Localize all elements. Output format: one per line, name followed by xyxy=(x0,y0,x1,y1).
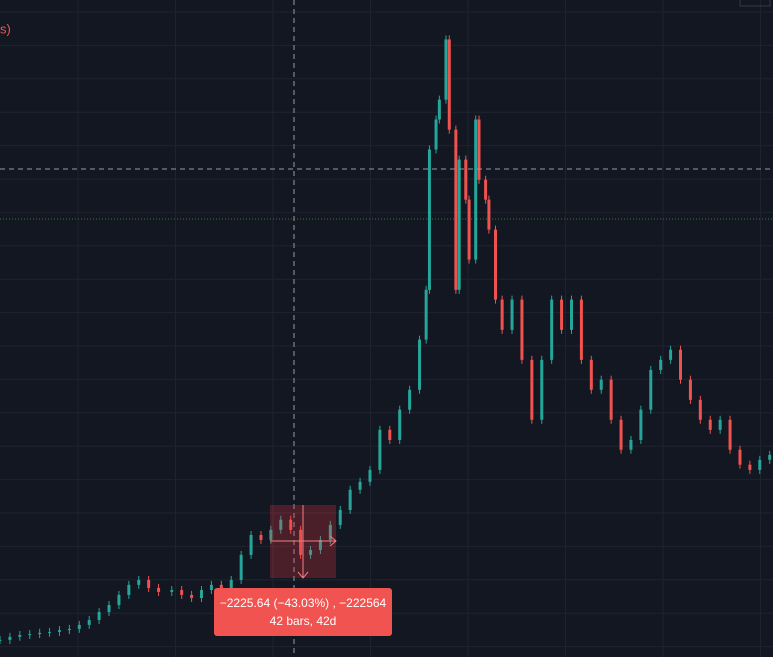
candle xyxy=(510,299,514,330)
candle xyxy=(569,299,573,330)
candle xyxy=(457,159,461,290)
candle xyxy=(157,587,161,592)
candle xyxy=(494,229,498,300)
candle xyxy=(427,149,431,290)
candle xyxy=(758,459,762,470)
candle xyxy=(669,349,673,360)
candle xyxy=(18,634,22,637)
candle xyxy=(229,579,233,591)
candle xyxy=(477,119,481,180)
candle xyxy=(398,409,402,440)
candle xyxy=(117,594,121,606)
candle xyxy=(629,439,633,450)
candle xyxy=(269,529,273,540)
candle xyxy=(28,634,32,636)
candle xyxy=(289,519,293,530)
candle xyxy=(348,489,352,510)
candle xyxy=(560,299,564,330)
candle xyxy=(424,289,428,340)
measure-arrow-head-v xyxy=(297,571,309,579)
measure-span: 42 bars, 42d xyxy=(270,614,337,628)
candle xyxy=(609,379,613,420)
candle xyxy=(97,612,101,621)
candle xyxy=(599,379,603,390)
candle xyxy=(550,299,554,360)
candle xyxy=(454,129,458,290)
candle xyxy=(500,299,504,330)
candle xyxy=(589,359,593,390)
candle xyxy=(388,429,392,440)
candle xyxy=(190,594,194,598)
candle xyxy=(484,179,488,200)
candle xyxy=(768,454,772,460)
candle xyxy=(698,399,702,420)
candle xyxy=(200,590,204,598)
candle xyxy=(464,159,468,200)
candle xyxy=(147,579,151,588)
candle xyxy=(639,409,643,440)
candle xyxy=(530,359,534,420)
candle xyxy=(748,464,752,470)
candle xyxy=(48,631,52,633)
measure-tooltip xyxy=(214,588,392,636)
candle xyxy=(358,481,362,490)
candle xyxy=(318,539,322,550)
candle xyxy=(249,535,253,555)
candle xyxy=(718,419,722,430)
candle xyxy=(708,419,712,430)
candle xyxy=(219,584,223,591)
candle xyxy=(328,524,332,540)
candle xyxy=(239,554,243,580)
legend-fragment: s) xyxy=(0,21,11,36)
candle xyxy=(738,449,742,465)
candle xyxy=(467,199,471,260)
candle xyxy=(659,359,663,370)
candle xyxy=(57,630,61,632)
candle xyxy=(309,549,313,555)
candle xyxy=(38,632,42,635)
candle xyxy=(474,119,478,260)
candle xyxy=(299,529,303,555)
candle xyxy=(0,639,2,641)
candle xyxy=(170,590,174,592)
candle xyxy=(8,636,12,640)
candle xyxy=(434,119,438,150)
candle xyxy=(487,199,491,230)
candle xyxy=(579,299,583,360)
candle xyxy=(77,624,81,629)
candle xyxy=(408,389,412,410)
candle xyxy=(688,379,692,400)
candle xyxy=(338,509,342,525)
candle xyxy=(540,359,544,420)
candle xyxy=(418,339,422,390)
candle xyxy=(679,349,683,380)
candle xyxy=(180,590,184,595)
candle xyxy=(378,429,382,470)
candle xyxy=(619,419,623,450)
candle xyxy=(87,620,91,625)
candle xyxy=(259,535,263,540)
candle xyxy=(137,579,141,585)
corner-button[interactable] xyxy=(739,0,771,7)
candle xyxy=(447,39,451,130)
candle xyxy=(107,605,111,613)
measure-change: −2225.64 (−43.03%) , −222564 xyxy=(220,596,387,610)
candle xyxy=(520,299,524,360)
candle xyxy=(127,584,131,595)
candles xyxy=(0,35,772,644)
candle xyxy=(67,628,71,631)
candle xyxy=(209,584,213,591)
candle xyxy=(728,419,732,450)
candle xyxy=(649,369,653,410)
candle xyxy=(437,99,441,120)
candle xyxy=(444,39,448,100)
candle xyxy=(368,469,372,482)
candle xyxy=(279,519,283,530)
measure-arrow-head-h xyxy=(329,535,337,547)
